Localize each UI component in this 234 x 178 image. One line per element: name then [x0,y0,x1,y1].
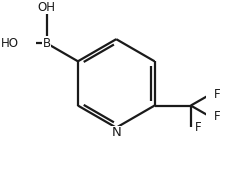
Text: F: F [214,110,220,123]
Text: OH: OH [37,1,55,14]
Text: N: N [111,126,121,139]
Text: F: F [195,121,201,134]
Text: B: B [43,37,51,50]
Text: F: F [214,88,220,101]
Text: HO: HO [1,37,19,50]
